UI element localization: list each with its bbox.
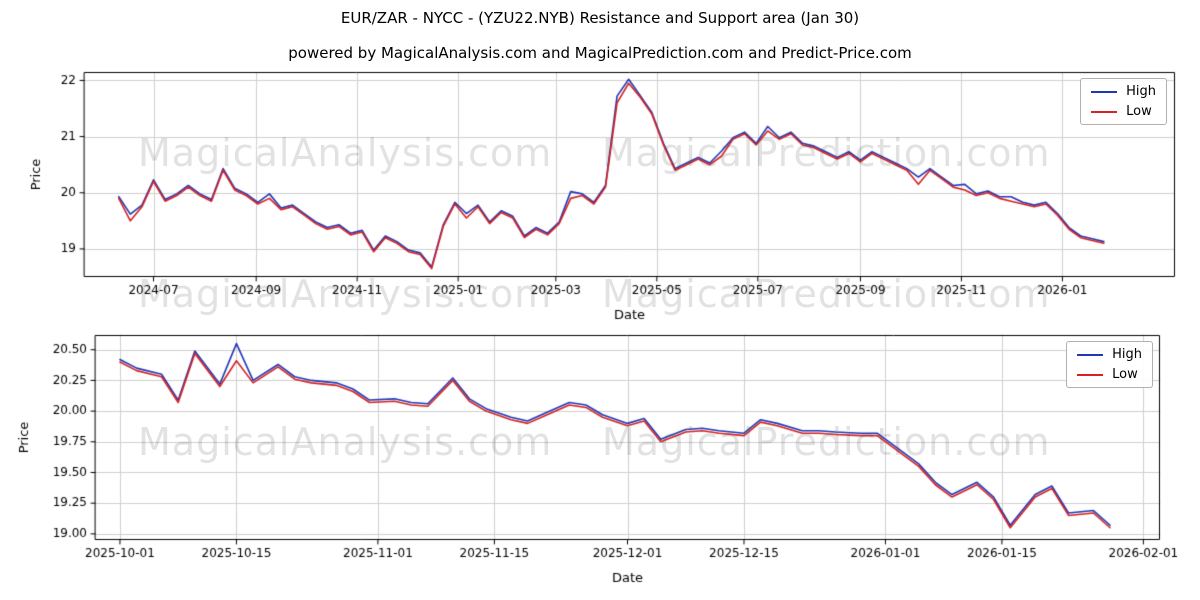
high-line-swatch [1077, 353, 1104, 356]
legend-label-low: Low [1112, 367, 1138, 382]
legend-label-low: Low [1126, 104, 1152, 119]
legend-entry-low: Low [1077, 367, 1142, 382]
chart-subtitle: powered by MagicalAnalysis.com and Magic… [288, 44, 912, 62]
high-line-swatch [1091, 90, 1118, 93]
legend-entry-high: High [1091, 84, 1156, 99]
chart-title: EUR/ZAR - NYCC - (YZU22.NYB) Resistance … [340, 9, 860, 27]
legend-bottom: High Low [1066, 341, 1153, 388]
legend-label-high: High [1112, 347, 1142, 362]
legend-top: High Low [1080, 78, 1167, 125]
low-line-swatch [1077, 373, 1104, 376]
legend-entry-high: High [1077, 347, 1142, 362]
legend-entry-low: Low [1091, 104, 1156, 119]
low-line-swatch [1091, 110, 1118, 113]
legend-label-high: High [1126, 84, 1156, 99]
